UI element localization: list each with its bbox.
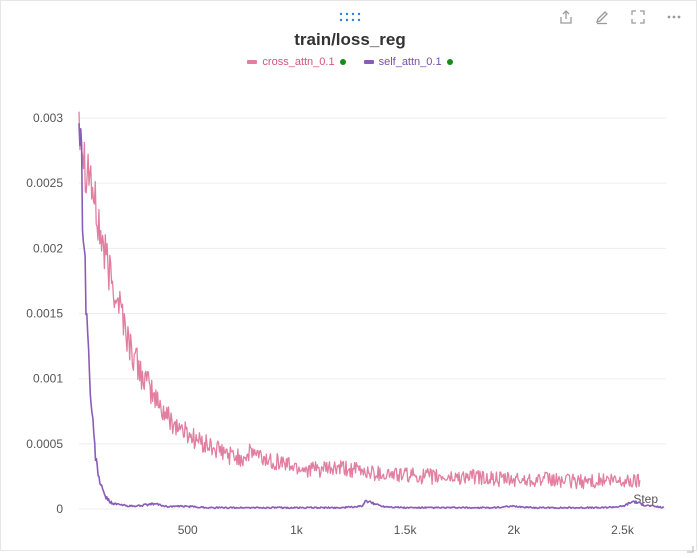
- legend-label-cross-attn: cross_attn_0.1: [262, 56, 335, 68]
- series-line-self-attn: [78, 123, 665, 510]
- panel-toolbar: [556, 7, 684, 27]
- x-tick-label: 2.5k: [611, 523, 635, 537]
- resize-handle-icon[interactable]: [686, 540, 694, 553]
- more-icon[interactable]: [664, 7, 684, 27]
- edit-icon[interactable]: [592, 7, 612, 27]
- x-tick-label: 1.5k: [394, 523, 418, 537]
- export-icon[interactable]: [556, 7, 576, 27]
- y-tick-label: 0: [56, 502, 63, 516]
- legend-label-self-attn: self_attn_0.1: [378, 56, 442, 68]
- legend-swatch-self-attn: [363, 60, 374, 64]
- y-tick-label: 0.0025: [26, 176, 63, 190]
- x-tick-label: 500: [178, 523, 198, 537]
- series-line-cross-attn: [78, 111, 641, 490]
- chart-title: train/loss_reg: [294, 30, 406, 49]
- fullscreen-icon[interactable]: [628, 7, 648, 27]
- legend-item-cross-attn[interactable]: cross_attn_0.1: [247, 56, 346, 68]
- x-tick-label: 1k: [290, 523, 304, 537]
- legend-item-self-attn[interactable]: self_attn_0.1: [363, 56, 453, 68]
- y-tick-label: 0.001: [33, 372, 63, 386]
- legend-swatch-cross-attn: [247, 60, 258, 64]
- chart-legend: cross_attn_0.1 self_attn_0.1: [1, 56, 698, 68]
- y-tick-label: 0.0015: [26, 307, 63, 321]
- status-dot-icon: [446, 59, 453, 65]
- y-tick-label: 0.002: [33, 241, 63, 255]
- x-tick-label: 2k: [507, 523, 521, 537]
- drag-handle-icon[interactable]: [338, 10, 362, 22]
- y-tick-label: 0.0005: [26, 437, 63, 451]
- y-tick-label: 0.003: [33, 111, 63, 125]
- status-dot-icon: [339, 59, 346, 65]
